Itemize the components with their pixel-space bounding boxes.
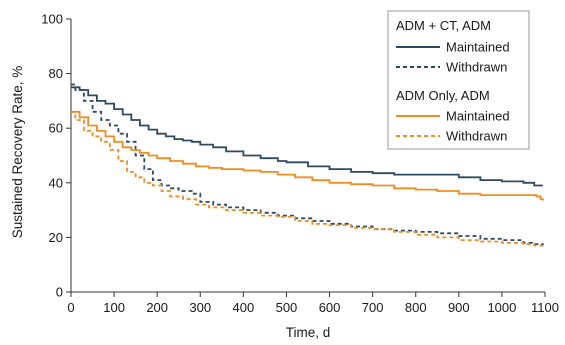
y-axis: 0 20 40 60 80 100 bbox=[41, 12, 72, 300]
x-tick-label: 0 bbox=[67, 300, 74, 315]
legend-box bbox=[387, 10, 530, 150]
y-tick-label: 20 bbox=[49, 230, 63, 245]
legend-entry-1: Maintained bbox=[446, 40, 510, 55]
legend: ADM + CT, ADM Maintained Withdrawn ADM O… bbox=[387, 10, 530, 150]
x-tick-label: 1100 bbox=[531, 300, 559, 315]
series-line-3 bbox=[71, 110, 544, 201]
legend-entry-2: Withdrawn bbox=[446, 60, 507, 75]
x-tick-label: 100 bbox=[103, 300, 125, 315]
y-tick-label: 60 bbox=[49, 121, 63, 136]
series-line-1 bbox=[71, 86, 543, 187]
x-axis: 0 100 200 300 400 500 600 700 800 900 1000 1100 bbox=[67, 291, 559, 315]
legend-entry-3: Maintained bbox=[446, 109, 510, 124]
legend-entry-4: Withdrawn bbox=[446, 129, 507, 144]
legend-group-title-1: ADM + CT, ADM bbox=[396, 18, 491, 33]
y-tick-label: 40 bbox=[49, 175, 63, 190]
x-tick-label: 200 bbox=[146, 300, 168, 315]
x-tick-label: 700 bbox=[362, 300, 384, 315]
y-tick-label: 80 bbox=[49, 66, 63, 81]
plot-lines bbox=[71, 83, 544, 249]
x-axis-title: Time, d bbox=[286, 325, 331, 340]
y-tick-label: 100 bbox=[41, 12, 63, 27]
x-tick-label: 500 bbox=[276, 300, 298, 315]
x-tick-label: 900 bbox=[448, 300, 470, 315]
x-tick-label: 400 bbox=[233, 300, 255, 315]
x-tick-label: 1000 bbox=[487, 300, 516, 315]
series-line-2 bbox=[71, 83, 544, 246]
y-axis-title: Sustained Recovery Rate, % bbox=[10, 66, 25, 239]
legend-group-title-2: ADM Only, ADM bbox=[396, 88, 490, 103]
y-tick-label: 0 bbox=[56, 285, 63, 300]
x-tick-label: 300 bbox=[189, 300, 211, 315]
x-tick-label: 600 bbox=[319, 300, 341, 315]
series-line-4 bbox=[71, 110, 544, 249]
x-tick-label: 800 bbox=[405, 300, 427, 315]
